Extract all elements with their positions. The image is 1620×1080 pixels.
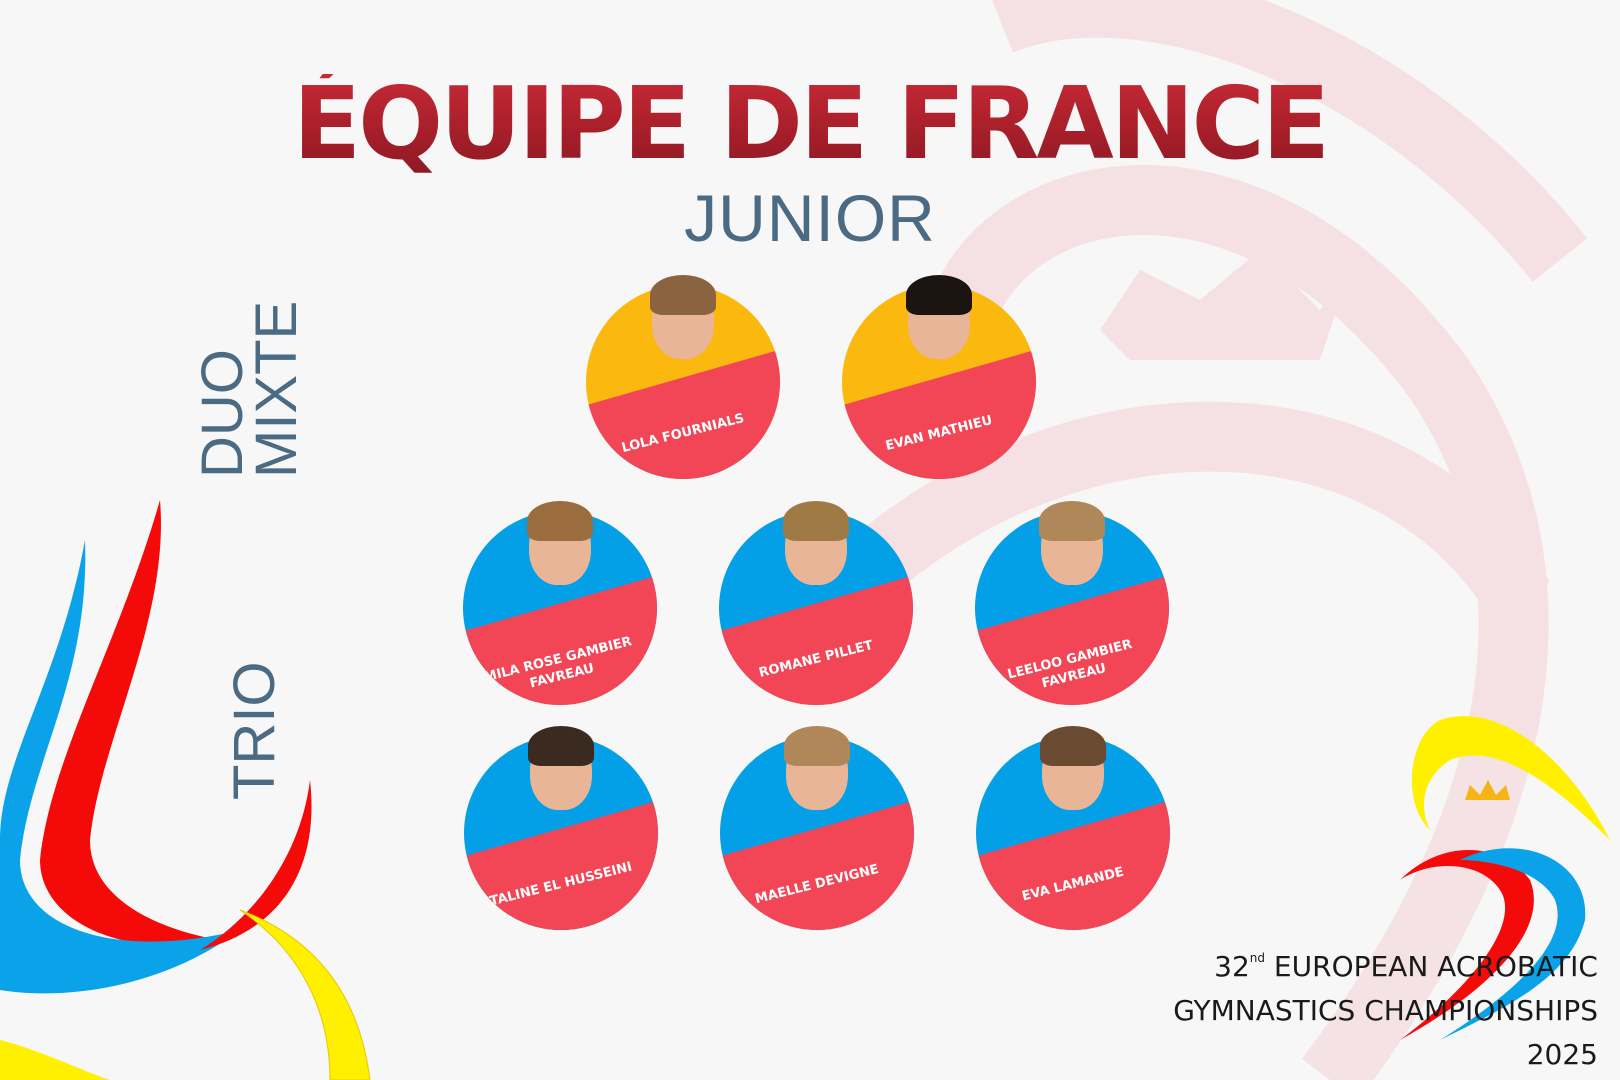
category-label-text: DUO MIXTE	[190, 300, 309, 478]
athlete-card: LEELOO GAMBIER FAVREAU	[975, 501, 1169, 705]
page-title: ÉQUIPE DE FRANCE	[0, 74, 1620, 174]
athlete-hair	[650, 275, 716, 315]
athlete-hair	[528, 726, 594, 766]
category-label-trio: TRIO	[222, 661, 287, 800]
athlete-card: EVAN MATHIEU	[842, 275, 1036, 479]
event-number: 32	[1214, 950, 1250, 983]
athlete-photo-circle: EVAN MATHIEU	[842, 285, 1036, 479]
athlete-card: LOLA FOURNIALS	[586, 275, 780, 479]
athlete-hair	[783, 501, 849, 541]
athlete-hair	[1039, 501, 1105, 541]
athlete-card: TALINE EL HUSSEINI	[464, 726, 658, 930]
background-watermark-logo	[857, 0, 1588, 1080]
event-line1: EUROPEAN ACROBATIC	[1273, 950, 1598, 983]
athlete-photo-circle: MILA ROSE GAMBIER FAVREAU	[463, 511, 657, 705]
left-ribbon-decoration	[0, 500, 371, 1080]
championship-logo	[1400, 716, 1610, 1040]
athlete-card: MAELLE DEVIGNE	[720, 726, 914, 930]
athlete-hair	[527, 501, 593, 541]
category-label-duo-mixte: DUO MIXTE	[190, 278, 309, 478]
event-line2: GYMNASTICS CHAMPIONSHIPS	[1173, 994, 1598, 1027]
athlete-card: ROMANE PILLET	[719, 501, 913, 705]
event-ordinal: nd	[1249, 951, 1266, 965]
page-subtitle: JUNIOR	[684, 181, 936, 255]
event-year: 2025	[1526, 1038, 1598, 1071]
athlete-hair	[1040, 726, 1106, 766]
athlete-card: EVA LAMANDE	[976, 726, 1170, 930]
event-title: 32nd EUROPEAN ACROBATIC GYMNASTICS CHAMP…	[1173, 936, 1598, 1077]
athlete-hair	[784, 726, 850, 766]
athlete-card: MILA ROSE GAMBIER FAVREAU	[463, 501, 657, 705]
athlete-hair	[906, 275, 972, 315]
